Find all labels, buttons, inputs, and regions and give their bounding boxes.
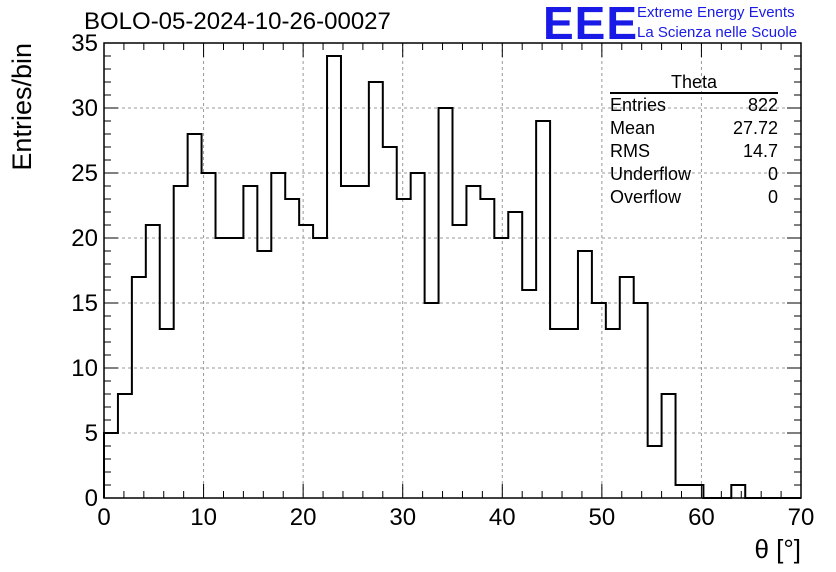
stats-value: 0 [767,187,778,207]
eee-logo: EEE [543,0,639,49]
stats-row-rms: RMS 14.7 [610,140,778,163]
y-tick-label: 0 [85,485,98,512]
y-tick-label: 20 [71,225,98,252]
x-tick-label: 50 [589,504,616,531]
x-tick-label: 10 [190,504,217,531]
brand-text: Extreme Energy Events La Scienza nelle S… [637,3,797,43]
stats-row-underflow: Underflow 0 [610,163,778,186]
histogram-step-line [103,55,801,499]
brand-line-2: La Scienza nelle Scuole [637,24,798,41]
stats-row-entries: Entries 822 [610,94,778,117]
x-tick-label: 30 [389,504,416,531]
stats-value: 0 [767,164,778,184]
y-axis-label: Entries/bin [7,43,37,171]
y-tick-label: 35 [71,30,98,57]
x-tick-label: 60 [688,504,715,531]
stats-value: 822 [747,95,778,115]
x-tick-label: 70 [788,504,815,531]
stats-label: Mean [610,118,656,138]
y-tick-label: 30 [71,95,98,122]
stats-label: Entries [610,95,667,115]
chart-title: BOLO-05-2024-10-26-00027 [84,8,391,35]
y-tick-label: 15 [71,290,98,317]
y-tick-label: 25 [71,160,98,187]
stats-box: Theta Entries 822 Mean 27.72 RMS 14.7 Un… [610,72,778,209]
stats-row-mean: Mean 27.72 [610,117,778,140]
stats-title: Theta [610,72,778,94]
x-axis-label: θ [°] [754,534,801,564]
brand-line-1: Extreme Energy Events [637,4,795,21]
stats-value: 27.72 [732,118,778,138]
y-tick-label: 10 [71,355,98,382]
stats-value: 14.7 [742,141,778,161]
x-tick-label: 20 [290,504,317,531]
stats-label: Underflow [610,164,692,184]
x-tick-label: 0 [97,504,110,531]
x-tick-label: 40 [489,504,516,531]
stats-label: Overflow [610,187,682,207]
plot-frame [103,42,802,499]
stats-label: RMS [610,141,650,161]
stats-row-overflow: Overflow 0 [610,186,778,209]
y-tick-label: 5 [85,420,98,447]
